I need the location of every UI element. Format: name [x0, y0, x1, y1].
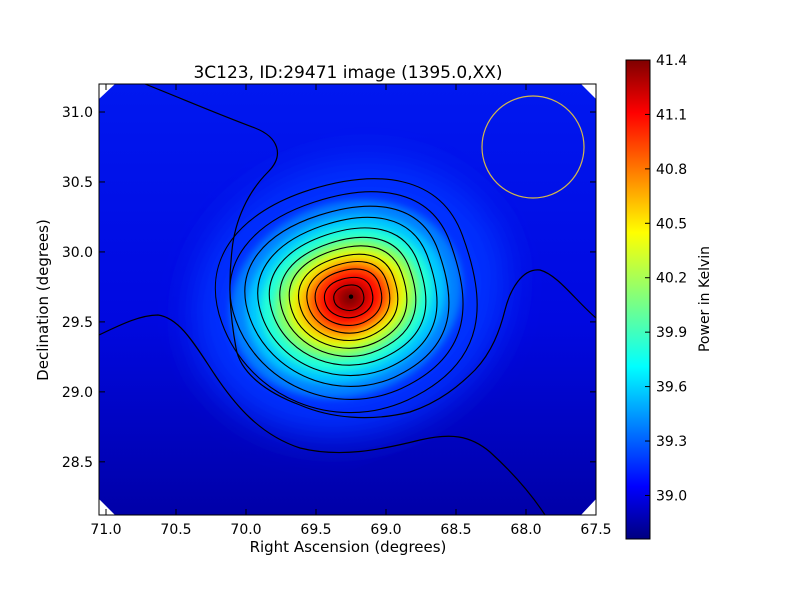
y-tick-label: 30.5: [62, 175, 93, 191]
y-tick-label: 29.5: [62, 315, 93, 331]
corner-blank-bottom-right: [581, 499, 596, 515]
y-tick-label: 31.0: [62, 105, 93, 121]
y-tick-label: 29.0: [62, 385, 93, 401]
colorbar-tick-label: 39.0: [656, 488, 687, 504]
chart-title: 3C123, ID:29471 image (1395.0,XX): [193, 63, 502, 83]
contour-outer-bottom: [99, 314, 546, 515]
x-tick-label: 68.5: [440, 522, 471, 538]
contour-outer-top: [144, 84, 596, 419]
colorbar-label: Power in Kelvin: [697, 246, 713, 352]
x-axis-label: Right Ascension (degrees): [250, 538, 447, 556]
x-tick-label: 67.5: [580, 522, 611, 538]
corner-blank-bottom-left: [99, 499, 115, 515]
corner-blank-top-right: [581, 84, 596, 99]
y-axis-ticks: 28.5 29.0 29.5 30.0 30.5 31.0: [62, 105, 596, 471]
colorbar-tick-label: 40.5: [656, 216, 687, 232]
colorbar-tick-label: 41.1: [656, 107, 687, 123]
contour-lines: [214, 178, 478, 414]
colorbar-tick-label: 40.2: [656, 271, 687, 287]
y-tick-label: 30.0: [62, 245, 93, 261]
x-tick-label: 68.0: [510, 522, 541, 538]
y-tick-label: 28.5: [62, 455, 93, 471]
plot-frame: [98, 83, 597, 516]
colorbar: [625, 59, 651, 540]
x-axis-ticks: 71.0 70.5 70.0 69.5 69.0 68.5 68.0 67.5: [90, 84, 612, 538]
y-axis-label: Declination (degrees): [34, 219, 52, 381]
colorbar-tick-label: 40.8: [656, 162, 687, 178]
x-tick-label: 71.0: [90, 522, 121, 538]
colorbar-tick-label: 39.3: [656, 434, 687, 450]
heatmap-plot: [99, 84, 596, 515]
colorbar-ticks: 39.0 39.3 39.6 39.9 40.2 40.5 40.8 41.1 41.4: [645, 53, 687, 504]
colorbar-tick-label: 39.6: [656, 380, 687, 396]
colorbar-tick-label: 39.9: [656, 325, 687, 341]
peak-marker: [348, 294, 354, 299]
x-tick-label: 70.0: [230, 522, 261, 538]
x-tick-label: 69.5: [300, 522, 331, 538]
x-tick-label: 69.0: [370, 522, 401, 538]
x-tick-label: 70.5: [160, 522, 191, 538]
beam-circle: [481, 95, 585, 199]
corner-blank-top-left: [99, 84, 115, 99]
colorbar-tick-label: 41.4: [656, 53, 687, 69]
